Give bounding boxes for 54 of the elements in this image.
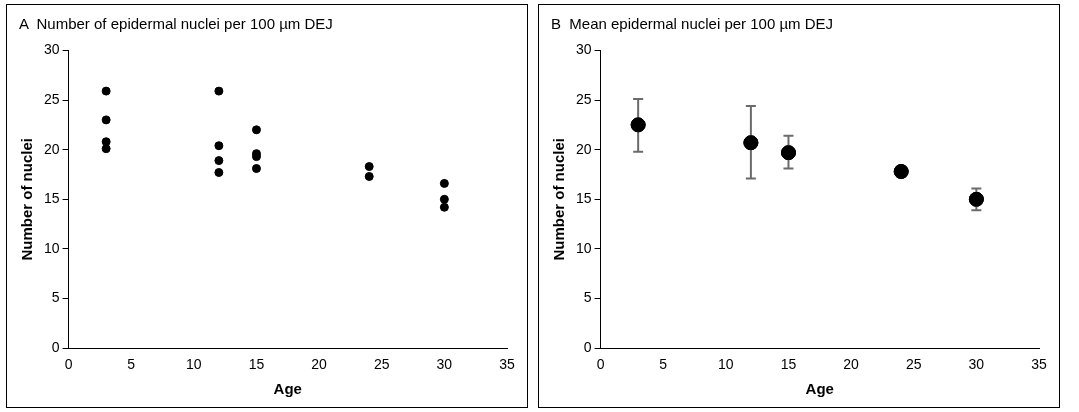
point [214,156,224,166]
y-tick-label: 0 [51,339,60,356]
point [251,164,261,174]
x-axis-title: Age [273,380,302,398]
chart-title: A Number of epidermal nuclei per 100 µm DEJ [19,15,333,32]
y-tick-label: 25 [575,90,592,107]
x-tick-label: 5 [127,356,136,373]
y-tick-label: 30 [575,41,592,58]
x-tick-label: 30 [436,356,453,373]
point [214,141,224,151]
point [214,86,224,96]
x-tick-label: 35 [499,356,515,373]
y-tick-label: 20 [43,140,60,157]
y-axis-title: Number of nuclei [18,138,36,261]
point [439,194,449,204]
y-tick-label: 10 [43,239,60,256]
x-tick-label: 25 [905,356,922,373]
point [101,144,111,154]
point [364,162,374,172]
point [101,115,111,125]
point [364,171,374,181]
y-tick-label: 5 [583,289,592,306]
y-tick-label: 20 [575,140,592,157]
x-tick-label: 25 [373,356,390,373]
x-tick-label: 30 [968,356,985,373]
point [439,178,449,188]
x-tick-label: 0 [64,356,73,373]
point [251,125,261,135]
y-tick-label: 15 [43,190,60,207]
point [780,145,796,161]
x-tick-label: 15 [780,356,797,373]
y-tick-label: 25 [43,90,60,107]
y-axis-title: Number of nuclei [550,138,568,261]
x-tick-label: 10 [186,356,202,373]
x-axis-title: Age [805,380,834,398]
point [743,135,759,151]
x-tick-label: 10 [718,356,734,373]
x-tick-label: 15 [248,356,265,373]
y-tick-label: 10 [575,239,592,256]
x-tick-label: 5 [659,356,668,373]
x-tick-label: 0 [596,356,605,373]
x-tick-label: 20 [843,356,860,373]
x-tick-label: 35 [1031,356,1047,373]
point [439,202,449,212]
point [101,86,111,96]
point [630,117,646,133]
point [968,191,984,207]
point [214,168,224,177]
y-tick-label: 30 [43,41,60,58]
y-tick-label: 0 [583,339,592,356]
y-tick-label: 5 [51,289,60,306]
x-tick-label: 20 [311,356,328,373]
chart-title: B Mean epidermal nuclei per 100 µm DEJ [551,15,834,32]
y-tick-label: 15 [575,190,592,207]
